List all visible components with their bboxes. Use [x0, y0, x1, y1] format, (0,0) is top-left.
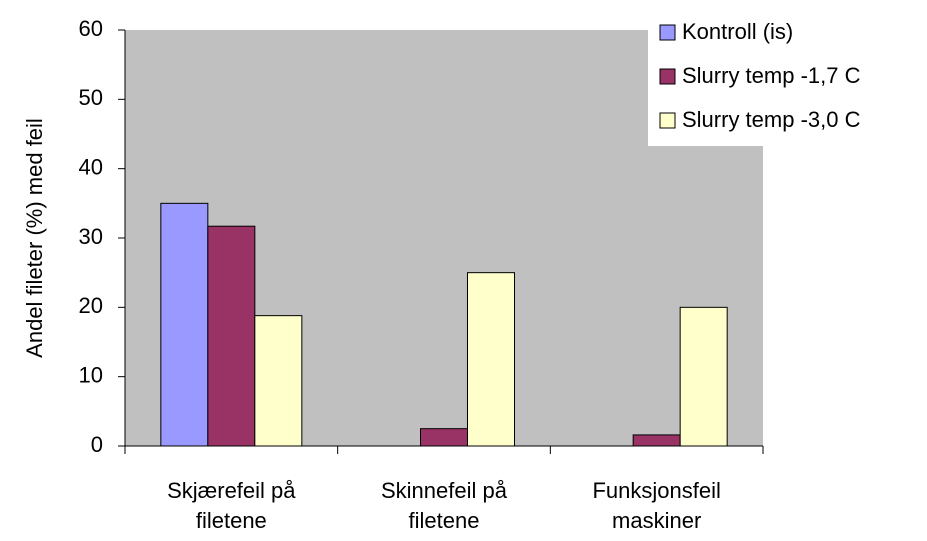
legend-swatch [659, 24, 676, 41]
legend-label: Kontroll (is) [682, 19, 793, 44]
y-axis-label: Andel fileter (%) med feil [22, 118, 47, 358]
y-tick-label: 0 [91, 432, 103, 457]
x-tick-label-line: filetene [409, 508, 480, 533]
bar [467, 272, 515, 447]
bar [679, 306, 728, 447]
x-tick-label: Funksjonsfeil maskiner [592, 478, 720, 533]
x-tick-label-line: Skjærefeil på [167, 478, 296, 503]
y-tick-label: 30 [79, 224, 103, 249]
bar [632, 434, 681, 447]
x-tick-label: Skjærefeil på filetene [167, 478, 296, 533]
x-tick-label: Skinnefeil på filetene [381, 478, 508, 533]
legend-label: Slurry temp -1,7 C [682, 63, 861, 88]
bar [254, 315, 303, 447]
bar [207, 225, 256, 447]
x-tick-label-line: Funksjonsfeil [592, 478, 720, 503]
bar [420, 428, 468, 447]
y-tick-label: 60 [79, 16, 103, 41]
y-tick-label: 40 [79, 154, 103, 179]
legend-swatch [659, 112, 676, 129]
x-tick-label-line: Skinnefeil på [381, 478, 508, 503]
x-tick-label-line: maskiner [612, 508, 701, 533]
legend-label: Slurry temp -3,0 C [682, 107, 861, 132]
legend-swatch [659, 68, 676, 85]
legend-box [648, 0, 927, 146]
y-tick-label: 50 [79, 85, 103, 110]
bar [160, 202, 209, 447]
y-tick-label: 10 [79, 362, 103, 387]
x-tick-label-line: filetene [196, 508, 267, 533]
y-tick-label: 20 [79, 293, 103, 318]
